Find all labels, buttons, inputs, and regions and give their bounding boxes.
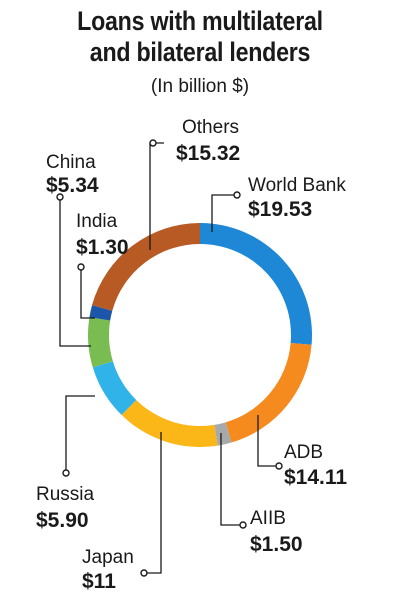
leader-line-world-bank — [211, 194, 234, 232]
label-value-japan: $11 — [82, 570, 116, 593]
slice-label-russia: Russia $5.90 — [36, 395, 95, 532]
label-name-china: China — [46, 152, 96, 173]
slice-label-world-bank: World Bank $19.53 — [211, 175, 346, 232]
label-value-aiib: $1.50 — [250, 533, 303, 556]
slice-label-china: China $5.34 — [46, 152, 99, 347]
chart-title-line-2: and bilateral lenders — [89, 37, 311, 67]
slice-label-india: India $1.30 — [76, 211, 129, 319]
slice-label-japan: Japan $11 — [82, 432, 162, 593]
leader-dot-china — [56, 193, 64, 201]
leader-line-russia — [65, 395, 95, 470]
donut-segment-adb — [225, 342, 312, 443]
label-name-aiib: AIIB — [250, 508, 286, 529]
label-value-china: $5.34 — [46, 174, 99, 197]
leader-dot-india — [77, 263, 85, 271]
slice-label-aiib: AIIB $1.50 — [220, 433, 303, 556]
donut-segment-japan — [121, 399, 218, 447]
slice-label-adb: ADB $14.11 — [257, 415, 347, 489]
label-name-adb: ADB — [284, 442, 323, 463]
label-value-adb: $14.11 — [284, 466, 347, 489]
donut-segments — [88, 222, 312, 447]
leader-line-japan — [147, 432, 162, 574]
label-name-russia: Russia — [36, 484, 95, 505]
label-name-world-bank: World Bank — [248, 175, 346, 196]
leader-dot-others — [149, 139, 157, 147]
leader-dot-adb — [275, 462, 283, 470]
label-name-india: India — [76, 211, 118, 232]
leader-dot-russia — [62, 469, 70, 477]
leader-line-china — [59, 200, 91, 347]
donut-segment-india — [89, 305, 113, 321]
donut-segment-others — [92, 222, 200, 311]
leader-line-india — [80, 270, 95, 319]
donut-segment-aiib — [214, 422, 232, 446]
leader-dot-aiib — [239, 521, 247, 529]
leader-line-adb — [257, 415, 276, 467]
label-value-others: $15.32 — [176, 142, 240, 165]
leader-dot-japan — [140, 569, 148, 577]
donut-segment-china — [88, 317, 113, 368]
chart-title-line-1: Loans with multilateral — [77, 6, 323, 36]
slice-label-others: Others $15.32 — [149, 117, 240, 250]
chart-subtitle: (In billion $) — [150, 76, 250, 97]
donut-segment-world-bank — [200, 223, 312, 345]
donut-segment-russia — [92, 361, 137, 415]
leader-line-aiib — [220, 433, 240, 526]
label-name-japan: Japan — [82, 547, 134, 568]
label-name-others: Others — [182, 117, 239, 138]
label-value-world-bank: $19.53 — [248, 198, 312, 221]
label-value-russia: $5.90 — [36, 509, 89, 532]
label-value-india: $1.30 — [76, 236, 129, 259]
leader-dot-world-bank — [233, 191, 241, 199]
